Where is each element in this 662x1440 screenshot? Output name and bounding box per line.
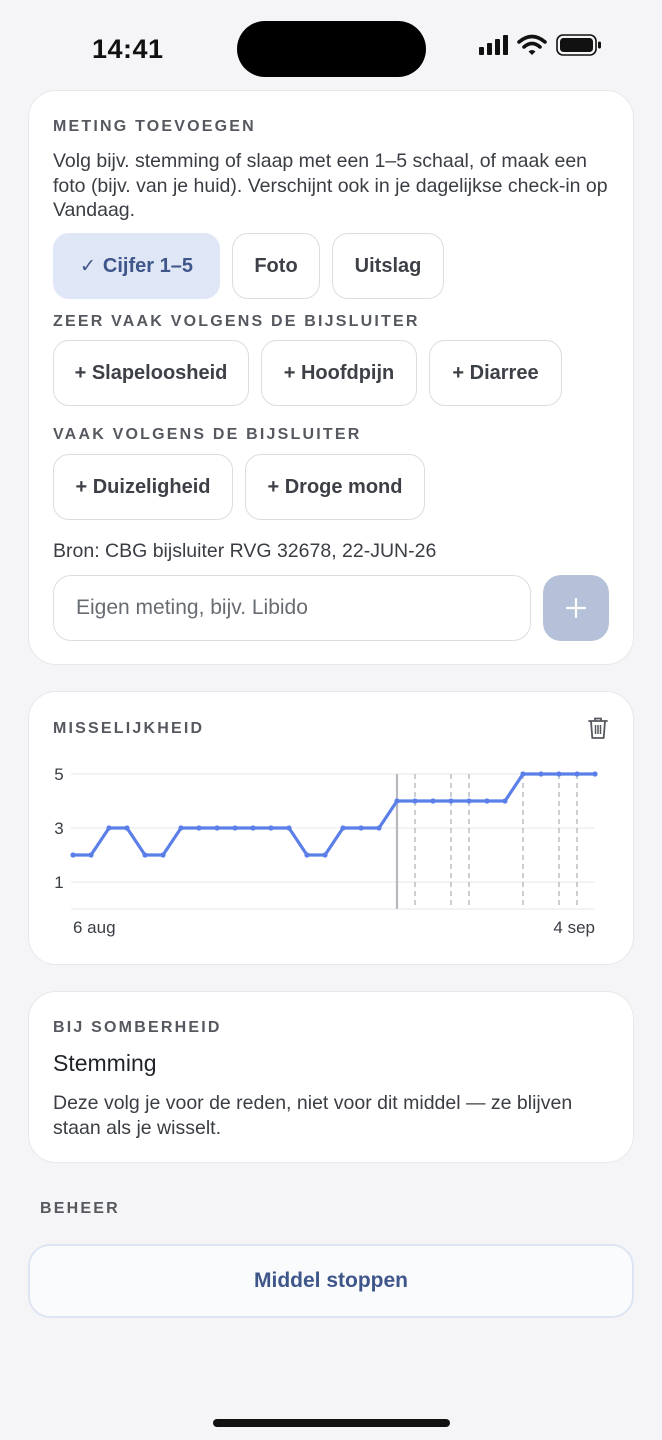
data-point	[592, 771, 598, 777]
dynamic-island	[237, 21, 426, 77]
data-point	[556, 771, 562, 777]
data-point	[286, 825, 292, 831]
data-point	[484, 798, 490, 804]
data-point	[538, 771, 544, 777]
reason-title: Stemming	[53, 1050, 157, 1076]
data-point	[448, 798, 454, 804]
type-option-label: Uitslag	[354, 254, 422, 277]
plus-icon	[565, 597, 587, 619]
battery-icon	[556, 34, 601, 56]
series-line	[71, 772, 597, 857]
wifi-icon	[517, 34, 547, 55]
data-point	[160, 852, 166, 858]
data-point	[340, 825, 346, 831]
data-point	[502, 798, 508, 804]
x-tick-label-end: 4 sep	[553, 918, 595, 937]
suggestion-headache-button[interactable]: + Hoofdpijn	[261, 340, 417, 406]
type-option-result[interactable]: Uitslag	[332, 233, 444, 299]
data-point	[304, 852, 310, 858]
source-text: Bron: CBG bijsluiter RVG 32678, 22-JUN-2…	[53, 540, 437, 562]
add-measurement-button[interactable]	[543, 575, 609, 641]
data-point	[124, 825, 130, 831]
nausea-line-chart: 1 3 5 6 aug 4 sep	[54, 765, 598, 937]
trash-icon[interactable]	[587, 716, 609, 740]
data-point	[196, 825, 202, 831]
add-measurement-card: METING TOEVOEGEN Volg bijv. stemming of …	[28, 90, 634, 665]
data-point	[232, 825, 238, 831]
data-point	[88, 852, 94, 858]
data-point	[394, 798, 400, 804]
status-time: 14:41	[92, 34, 164, 64]
suggestion-dizziness-button[interactable]: + Duizeligheid	[53, 454, 233, 520]
y-tick-label: 5	[54, 765, 63, 784]
custom-measurement-placeholder: Eigen meting, bijv. Libido	[76, 596, 308, 619]
data-point	[322, 852, 328, 858]
suggestion-diarrhea-button[interactable]: + Diarree	[429, 340, 562, 406]
suggestion-insomnia-button[interactable]: + Slapeloosheid	[53, 340, 249, 406]
nausea-chart-card: MISSELIJKHEID 1 3 5 6 aug 4 sep	[28, 691, 634, 965]
type-option-photo[interactable]: Foto	[232, 233, 320, 299]
data-point	[250, 825, 256, 831]
chart-title: MISSELIJKHEID	[53, 720, 205, 737]
type-option-score[interactable]: ✓ Cijfer 1–5	[53, 233, 220, 299]
custom-measurement-input[interactable]: Eigen meting, bijv. Libido	[53, 575, 531, 641]
data-point	[430, 798, 436, 804]
very-common-title: ZEER VAAK VOLGENS DE BIJSLUITER	[53, 313, 420, 330]
data-point	[70, 852, 76, 858]
data-point	[376, 825, 382, 831]
type-option-label: Foto	[254, 254, 298, 277]
y-tick-label: 1	[54, 873, 63, 892]
home-indicator	[213, 1419, 450, 1427]
data-point	[574, 771, 580, 777]
reason-label: BIJ SOMBERHEID	[53, 1019, 222, 1036]
reason-description: Deze volg je voor de reden, niet voor di…	[53, 1092, 573, 1139]
data-point	[412, 798, 418, 804]
status-bar: 14:41	[0, 0, 662, 96]
data-point	[214, 825, 220, 831]
data-point	[520, 771, 526, 777]
reason-card: BIJ SOMBERHEID Stemming Deze volg je voo…	[28, 991, 634, 1163]
common-title: VAAK VOLGENS DE BIJSLUITER	[53, 426, 362, 443]
add-measurement-description: Volg bijv. stemming of slaap met een 1–5…	[53, 150, 608, 221]
add-measurement-title: METING TOEVOEGEN	[53, 118, 256, 135]
suggestion-dry-mouth-button[interactable]: + Droge mond	[245, 454, 425, 520]
type-option-label: Cijfer 1–5	[102, 254, 193, 277]
status-icons	[479, 34, 602, 56]
cellular-signal-icon	[479, 35, 508, 55]
data-point	[268, 825, 274, 831]
x-tick-label-start: 6 aug	[73, 918, 116, 937]
data-point	[142, 852, 148, 858]
data-point	[178, 825, 184, 831]
data-point	[466, 798, 472, 804]
y-tick-label: 3	[54, 819, 63, 838]
manage-section-title: BEHEER	[40, 1200, 120, 1217]
stop-medication-button[interactable]: Middel stoppen	[28, 1244, 634, 1318]
checkmark-icon: ✓	[80, 255, 96, 277]
data-point	[358, 825, 364, 831]
data-point	[106, 825, 112, 831]
